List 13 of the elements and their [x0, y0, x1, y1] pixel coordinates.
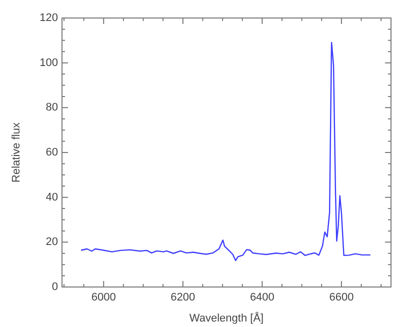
- x-tick-label: 6600: [329, 292, 354, 304]
- y-tick-label: 120: [40, 12, 58, 24]
- y-tick-label: 100: [40, 56, 58, 69]
- x-axis-title: Wavelength [Å]: [189, 311, 264, 324]
- y-tick-label: 0: [52, 281, 58, 294]
- y-tick-label: 80: [46, 102, 58, 114]
- x-tick-label: 6400: [250, 292, 274, 304]
- x-tick-label: 6200: [170, 292, 196, 304]
- y-tick-label: 20: [46, 236, 58, 248]
- y-tick-label: 40: [46, 191, 58, 204]
- y-tick-label: 60: [46, 146, 58, 159]
- y-axis-title: Relative flux: [10, 122, 23, 182]
- x-tick-label: 6000: [91, 292, 116, 304]
